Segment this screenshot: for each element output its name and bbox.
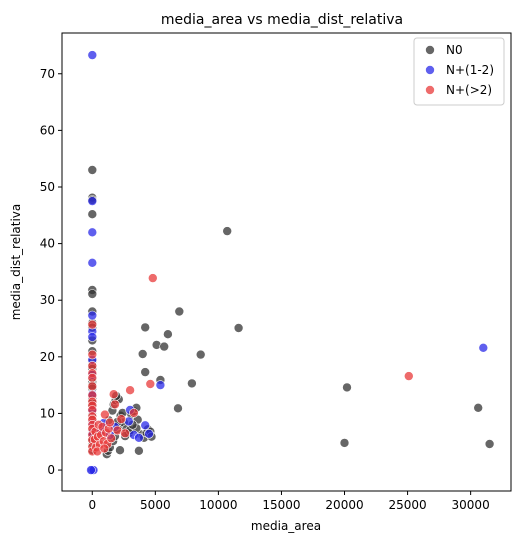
data-point-series-2 bbox=[116, 414, 127, 424]
data-point-series-1 bbox=[144, 428, 154, 439]
data-point-series-2 bbox=[87, 349, 98, 360]
data-point-series-1 bbox=[86, 465, 96, 475]
x-tick-label: 20000 bbox=[325, 498, 363, 512]
y-axis-label: media_dist_relativa bbox=[9, 204, 23, 321]
legend-label: N0 bbox=[446, 43, 463, 57]
data-point-series-0 bbox=[187, 378, 197, 389]
y-tick-label: 10 bbox=[40, 406, 55, 420]
x-tick-label: 25000 bbox=[388, 498, 426, 512]
data-point-series-1 bbox=[155, 380, 166, 390]
data-point-series-0 bbox=[174, 306, 185, 317]
x-tick-label: 30000 bbox=[452, 498, 490, 512]
legend-marker bbox=[425, 85, 435, 95]
data-point-series-1 bbox=[87, 332, 98, 342]
y-tick-label: 30 bbox=[40, 293, 55, 307]
data-point-series-2 bbox=[87, 372, 98, 383]
chart-title: media_area vs media_dist_relativa bbox=[161, 12, 403, 28]
data-point-series-2 bbox=[145, 379, 156, 389]
data-point-series-1 bbox=[87, 50, 98, 60]
plot-frame bbox=[61, 32, 512, 492]
data-point-series-2 bbox=[148, 273, 158, 283]
data-point-series-1 bbox=[87, 257, 98, 268]
data-point-series-0 bbox=[339, 438, 350, 448]
points-layer bbox=[86, 50, 495, 475]
y-tick-label: 0 bbox=[47, 463, 55, 477]
x-tick-label: 10000 bbox=[199, 498, 237, 512]
y-tick-label: 60 bbox=[40, 123, 55, 137]
data-point-series-0 bbox=[173, 403, 183, 414]
data-point-series-1 bbox=[134, 432, 144, 443]
y-axis: 0 10 20 30 40 50 60 70 bbox=[40, 67, 62, 477]
data-point-series-0 bbox=[473, 402, 484, 413]
data-point-series-0 bbox=[484, 439, 495, 449]
data-point-series-0 bbox=[195, 349, 206, 360]
data-point-series-2 bbox=[105, 417, 115, 428]
y-tick-label: 20 bbox=[40, 350, 55, 364]
data-point-series-0 bbox=[159, 341, 169, 352]
x-tick-label: 15000 bbox=[262, 498, 300, 512]
data-point-series-0 bbox=[140, 322, 150, 333]
legend-marker bbox=[425, 45, 435, 55]
data-point-series-0 bbox=[137, 349, 148, 359]
legend-box bbox=[413, 37, 505, 106]
data-point-series-2 bbox=[108, 389, 119, 400]
data-point-series-0 bbox=[140, 367, 150, 377]
data-point-series-0 bbox=[222, 226, 232, 236]
data-point-series-2 bbox=[120, 428, 130, 439]
data-point-series-2 bbox=[87, 319, 98, 330]
y-tick-label: 70 bbox=[40, 67, 55, 81]
data-point-series-1 bbox=[478, 342, 489, 353]
data-point-series-2 bbox=[125, 385, 135, 396]
data-point-series-2 bbox=[403, 371, 414, 381]
data-point-series-0 bbox=[115, 445, 125, 456]
y-tick-label: 50 bbox=[40, 180, 55, 194]
data-point-series-0 bbox=[87, 289, 98, 299]
data-point-series-0 bbox=[87, 165, 98, 175]
x-tick-label: 0 bbox=[88, 498, 96, 512]
x-axis-label: media_area bbox=[251, 519, 321, 533]
data-point-series-2 bbox=[100, 409, 110, 420]
data-point-series-2 bbox=[110, 399, 120, 410]
data-point-series-1 bbox=[140, 420, 150, 431]
legend-label: N+(>2) bbox=[446, 83, 492, 97]
y-tick-label: 40 bbox=[40, 237, 55, 251]
data-point-series-0 bbox=[233, 323, 244, 333]
legend: N0 N+(1-2) N+(>2) bbox=[413, 37, 505, 106]
data-point-series-2 bbox=[129, 408, 139, 418]
data-point-series-0 bbox=[87, 209, 98, 219]
data-point-series-2 bbox=[87, 381, 98, 392]
data-point-series-0 bbox=[163, 329, 173, 340]
data-point-series-1 bbox=[87, 227, 98, 238]
data-point-series-1 bbox=[87, 310, 98, 321]
data-point-series-2 bbox=[106, 433, 116, 444]
data-point-series-2 bbox=[99, 443, 110, 454]
data-point-series-0 bbox=[134, 445, 144, 456]
x-tick-label: 5000 bbox=[140, 498, 171, 512]
data-point-series-1 bbox=[87, 196, 98, 206]
x-axis: 0 5000 10000 15000 20000 25000 30000 bbox=[88, 491, 490, 512]
legend-label: N+(1-2) bbox=[446, 63, 494, 77]
data-point-series-0 bbox=[342, 382, 352, 393]
legend-marker bbox=[425, 65, 435, 75]
